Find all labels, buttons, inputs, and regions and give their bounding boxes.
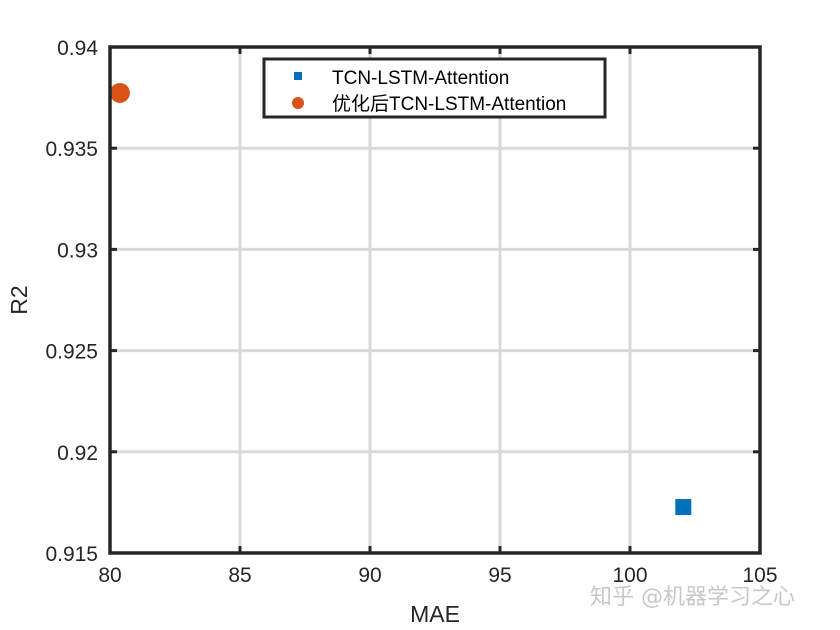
watermark: 知乎 @机器学习之心 [590, 585, 795, 610]
legend-box [262, 57, 607, 119]
data-points [109, 82, 692, 516]
x-tick-label: 90 [358, 564, 381, 587]
axes-frame [108, 45, 762, 555]
grid-lines [108, 45, 762, 555]
y-tick-label: 0.94 [57, 37, 98, 60]
y-tick-label: 0.93 [57, 239, 98, 262]
x-axis-label: MAE [410, 601, 460, 627]
circle-data-point [109, 82, 130, 103]
y-axis-label: R2 [6, 285, 32, 314]
tick-labels: 80 85 90 95 100 105 0.915 0.92 0.925 0.93 0.935 0.9… [45, 37, 777, 587]
x-tick-label: 100 [612, 564, 647, 587]
circle-marker-icon [292, 97, 304, 109]
y-tick-label: 0.915 [45, 543, 98, 566]
y-tick-label: 0.935 [45, 138, 98, 161]
y-tick-label: 0.925 [45, 341, 98, 364]
y-tick-label: 0.92 [57, 442, 98, 465]
x-tick-label: 95 [488, 564, 511, 587]
x-tick-label: 80 [98, 564, 121, 587]
legend: TCN-LSTM-Attention 优化后TCN-LSTM-Attention [262, 57, 607, 119]
legend-label-optimized: 优化后TCN-LSTM-Attention [332, 93, 566, 115]
plot-border [108, 45, 762, 555]
x-tick-label: 85 [228, 564, 251, 587]
square-marker-icon [294, 72, 302, 80]
x-tick-label: 105 [742, 564, 777, 587]
legend-label-baseline: TCN-LSTM-Attention [332, 68, 509, 89]
square-data-point [675, 499, 692, 516]
